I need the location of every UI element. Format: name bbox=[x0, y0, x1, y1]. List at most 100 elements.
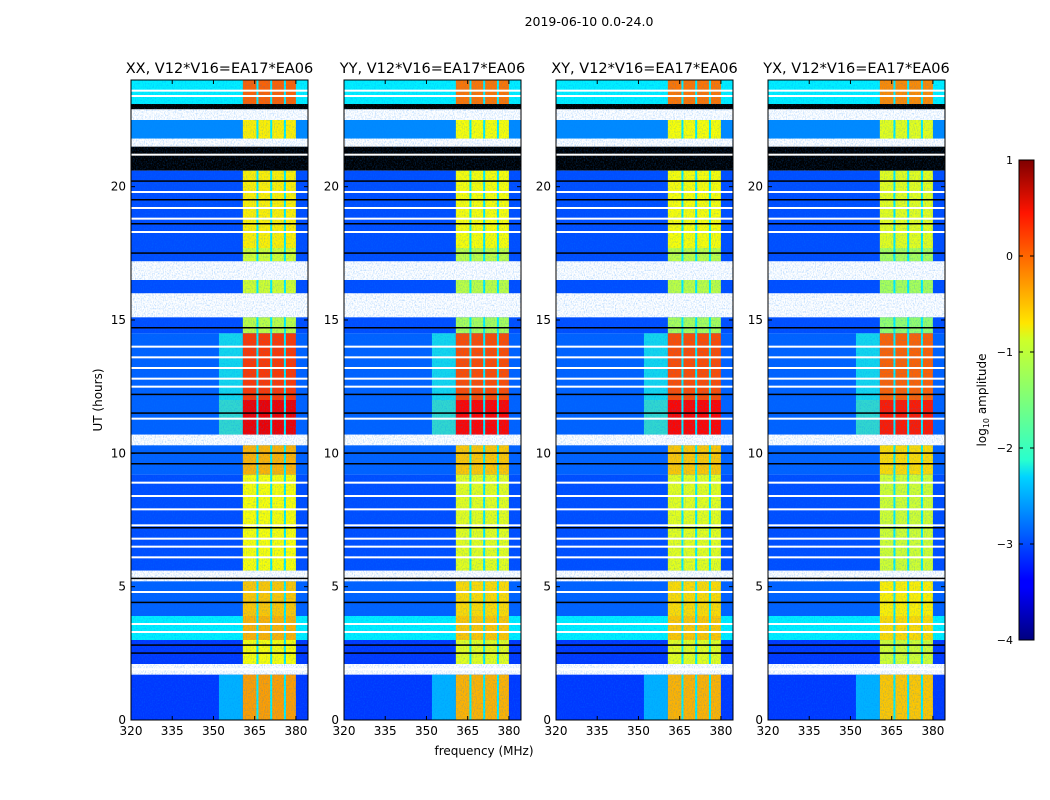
colorbar: log10 amplitude 10−1−2−3−4 bbox=[975, 154, 1035, 647]
flag-line-white bbox=[768, 153, 945, 156]
flag-line-black bbox=[344, 527, 521, 529]
y-tick-label: 20 bbox=[324, 180, 339, 194]
flag-line-black bbox=[556, 463, 733, 465]
flag-line-black bbox=[131, 252, 308, 254]
colorbar-tick-label: 0 bbox=[1006, 250, 1013, 263]
flag-line-white bbox=[556, 367, 733, 369]
flag-line-white bbox=[556, 631, 733, 633]
flag-line-black bbox=[768, 644, 945, 646]
flag-line-white bbox=[556, 508, 733, 511]
flag-line-white bbox=[768, 191, 945, 193]
colorbar-tick-label: −4 bbox=[997, 634, 1013, 647]
noise-texture bbox=[556, 80, 733, 720]
flag-line-white bbox=[131, 524, 308, 527]
flag-line-black bbox=[768, 199, 945, 201]
flag-line-black bbox=[768, 252, 945, 254]
flag-line-black bbox=[556, 652, 733, 654]
spectrogram bbox=[556, 80, 733, 720]
flag-line-white bbox=[556, 556, 733, 559]
flag-line-white bbox=[131, 89, 308, 92]
panel-title: YX, V12*V16=EA17*EA06 bbox=[762, 61, 949, 77]
flag-line-white bbox=[344, 417, 521, 420]
flag-line-black bbox=[556, 527, 733, 529]
colorbar-tick-label: −3 bbox=[997, 538, 1013, 551]
flag-line-white bbox=[131, 495, 308, 497]
flag-line-white bbox=[131, 231, 308, 233]
flag-line-white bbox=[131, 367, 308, 369]
suptitle: 2019-06-10 0.0-24.0 bbox=[525, 14, 654, 29]
flag-line-white bbox=[344, 377, 521, 380]
flag-line-black bbox=[344, 412, 521, 414]
flag-line-white bbox=[556, 356, 733, 359]
flag-line-black bbox=[131, 327, 308, 329]
x-tick-label: 380 bbox=[921, 724, 944, 738]
flag-line-black bbox=[556, 601, 733, 604]
flag-line-black bbox=[556, 412, 733, 414]
flag-line-black bbox=[131, 527, 308, 529]
flag-line-white bbox=[768, 631, 945, 633]
flag-line-white bbox=[344, 537, 521, 540]
flag-line-white bbox=[344, 623, 521, 625]
flag-line-white bbox=[344, 524, 521, 527]
flag-line-white bbox=[556, 591, 733, 593]
flag-line-black bbox=[131, 412, 308, 414]
flag-line-white bbox=[556, 231, 733, 233]
flag-line-black bbox=[768, 223, 945, 225]
flag-line-white bbox=[344, 545, 521, 548]
flag-line-white bbox=[131, 377, 308, 380]
flag-line-black bbox=[768, 601, 945, 604]
flag-line-white bbox=[768, 591, 945, 593]
flag-line-white bbox=[131, 668, 308, 671]
flag-line-white bbox=[556, 377, 733, 380]
flag-line-black bbox=[131, 393, 308, 396]
flag-line-white bbox=[768, 537, 945, 540]
panel-3: YX, V12*V16=EA17*EA06 320 335 350 365 380 0 5 10… bbox=[748, 61, 950, 738]
flag-line-black bbox=[768, 393, 945, 396]
flag-line-black bbox=[768, 180, 945, 182]
flag-line-black bbox=[131, 577, 308, 580]
flag-line-white bbox=[768, 217, 945, 220]
flag-line-white bbox=[768, 668, 945, 671]
flag-line-white bbox=[131, 345, 308, 348]
axes-frame bbox=[555, 79, 734, 721]
noise-texture bbox=[344, 80, 521, 720]
flag-line-black bbox=[344, 652, 521, 654]
flag-line-black bbox=[131, 601, 308, 604]
flag-line-white bbox=[556, 668, 733, 671]
flag-line-black bbox=[556, 327, 733, 329]
flag-line-white bbox=[344, 631, 521, 633]
y-tick-label: 5 bbox=[755, 580, 763, 594]
x-tick-label: 350 bbox=[415, 724, 438, 738]
flag-line-black bbox=[768, 527, 945, 529]
flag-line-white bbox=[131, 481, 308, 484]
x-tick-label: 320 bbox=[757, 724, 780, 738]
flag-line-black bbox=[556, 252, 733, 254]
y-tick-label: 20 bbox=[536, 180, 551, 194]
y-tick-label: 15 bbox=[536, 313, 551, 327]
flag-line-black bbox=[768, 463, 945, 465]
x-tick-label: 350 bbox=[627, 724, 650, 738]
panel-1: YY, V12*V16=EA17*EA06 320 335 350 365 380 0 5 10… bbox=[324, 61, 525, 738]
flag-line-white bbox=[768, 495, 945, 497]
colorbar-label-sub: 10 bbox=[982, 418, 991, 428]
x-tick-label: 365 bbox=[668, 724, 691, 738]
flag-line-white bbox=[768, 356, 945, 359]
spectrogram bbox=[768, 80, 945, 720]
x-tick-label: 320 bbox=[120, 724, 143, 738]
x-tick-label: 380 bbox=[709, 724, 732, 738]
flag-line-black bbox=[556, 577, 733, 580]
flag-line-white bbox=[556, 623, 733, 625]
x-tick-label: 365 bbox=[456, 724, 479, 738]
flag-line-white bbox=[131, 631, 308, 633]
panel-title: XX, V12*V16=EA17*EA06 bbox=[126, 61, 314, 77]
flag-line-white bbox=[556, 95, 733, 97]
flag-line-white bbox=[131, 153, 308, 156]
flag-line-white bbox=[556, 89, 733, 92]
flag-line-black bbox=[131, 105, 308, 108]
flag-line-white bbox=[768, 623, 945, 625]
spectrogram bbox=[344, 80, 521, 720]
flag-line-black bbox=[131, 652, 308, 654]
colorbar-tick-label: −1 bbox=[997, 346, 1013, 359]
flag-line-black bbox=[344, 577, 521, 580]
